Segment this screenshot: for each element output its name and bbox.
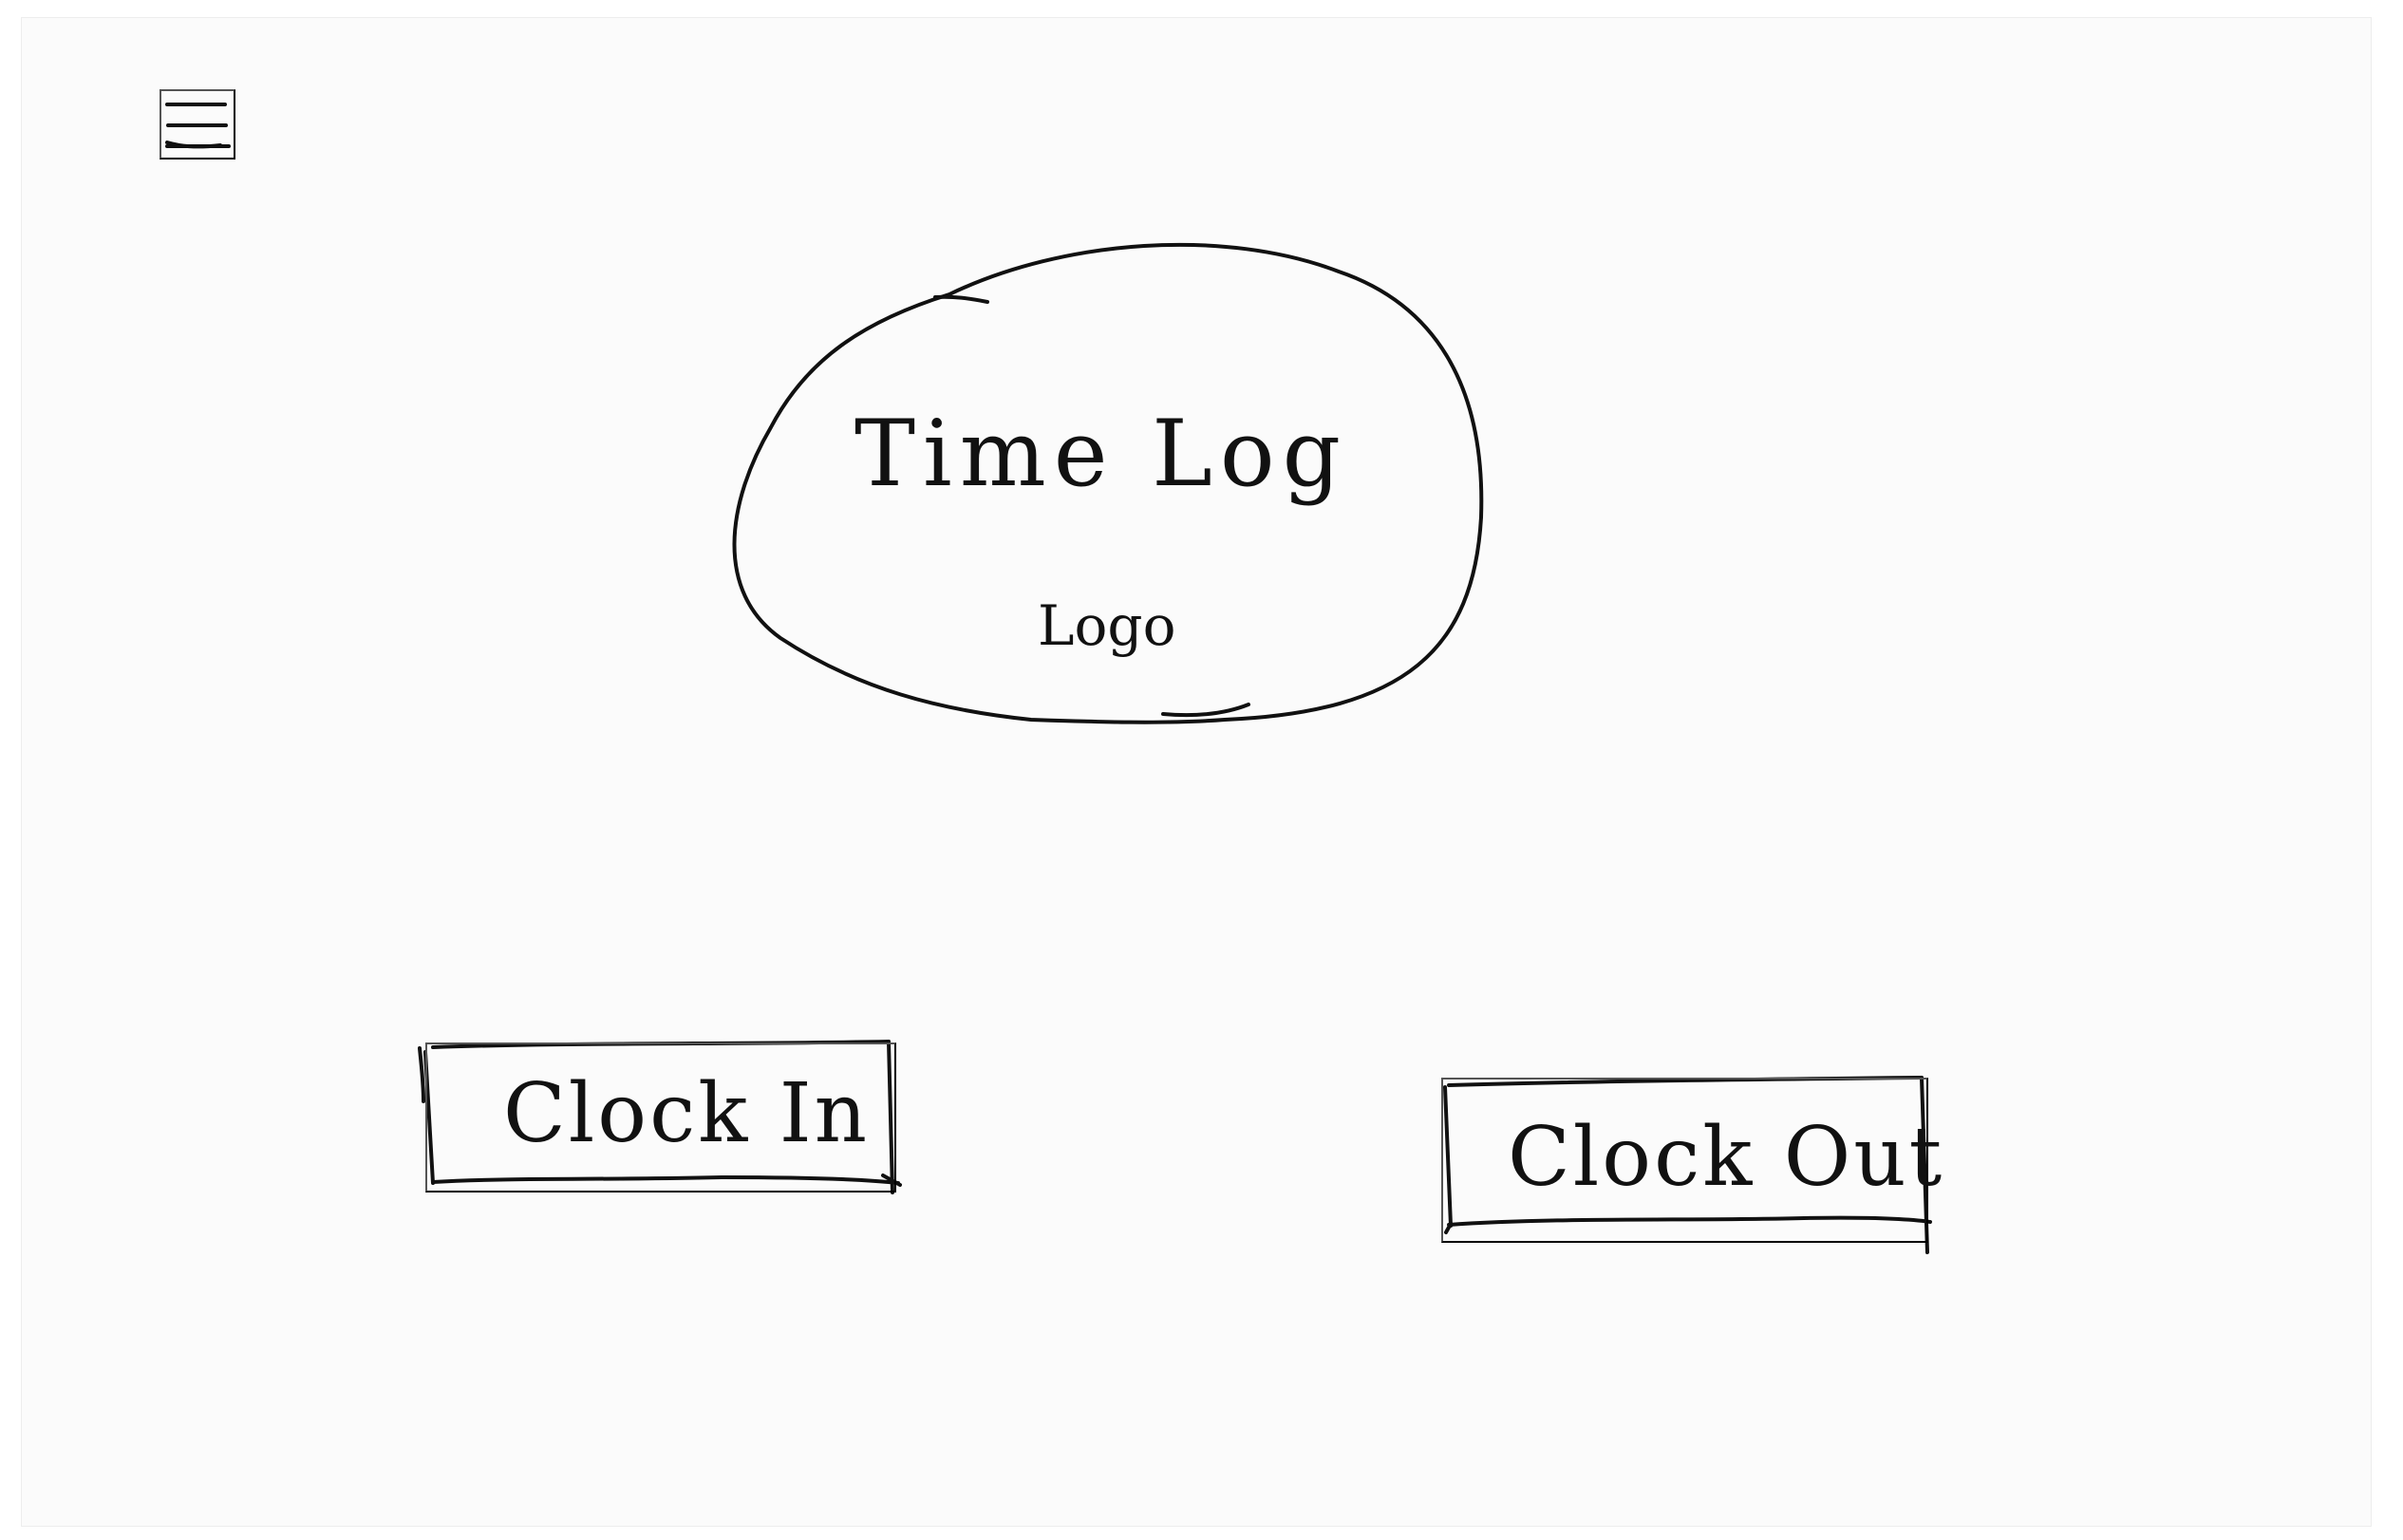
logo-title: Time Log — [854, 401, 1349, 507]
logo-label: Logo — [1038, 593, 1176, 658]
paper-canvas — [21, 17, 2372, 1527]
clock-in-button[interactable] — [425, 1042, 896, 1193]
clock-out-label: Clock Out — [1508, 1110, 1945, 1205]
clock-out-button[interactable] — [1441, 1078, 1928, 1243]
logo-oval-outline — [732, 242, 1484, 724]
clock-in-label: Clock In — [503, 1066, 871, 1161]
hamburger-menu-icon — [165, 103, 231, 149]
menu-button[interactable] — [160, 89, 235, 160]
